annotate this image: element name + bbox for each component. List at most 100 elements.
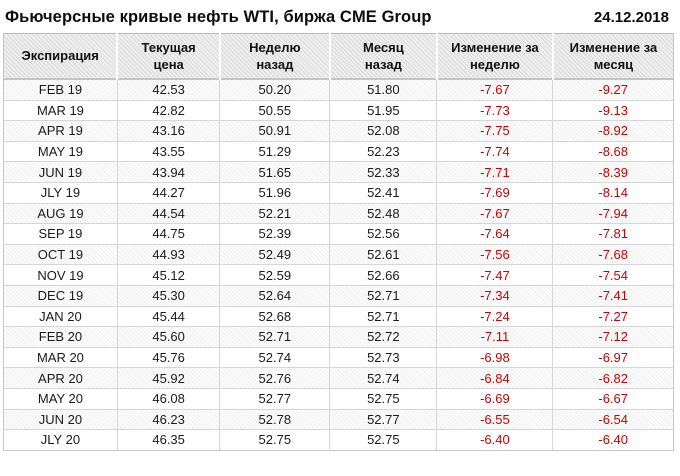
table-cell: 52.77 <box>219 387 331 410</box>
table-cell: -7.67 <box>436 202 554 225</box>
table-cell: 52.74 <box>219 346 331 369</box>
table-cell: 52.64 <box>219 284 331 307</box>
column-header: Изменение за неделю <box>435 33 554 80</box>
report-date: 24.12.2018 <box>593 9 669 26</box>
table-cell: 52.77 <box>329 408 438 431</box>
table-cell: 50.55 <box>219 99 331 122</box>
page-title: Фьючерсные кривые нефть WTI, биржа CME G… <box>5 8 432 26</box>
table-cell: -7.81 <box>552 223 674 245</box>
table-cell: MAY 20 <box>3 387 118 410</box>
table-row: AUG 19 44.54 52.21 52.48 -7.67 -7.94 <box>3 202 674 225</box>
table-row: MAY 20 46.08 52.77 52.75 -6.69 -6.67 <box>3 387 674 410</box>
table-cell: -8.92 <box>552 120 674 142</box>
table-cell: 52.48 <box>329 202 438 225</box>
table-cell: 51.96 <box>219 181 331 204</box>
table-cell: 52.76 <box>219 367 331 389</box>
column-header: Неделю назад <box>218 33 331 80</box>
table-cell: -7.69 <box>436 181 554 204</box>
table-cell: 52.71 <box>329 284 438 307</box>
table-cell: 45.76 <box>116 346 221 369</box>
table-cell: -7.12 <box>552 326 674 348</box>
table-cell: 50.20 <box>219 79 331 101</box>
table-cell: 52.68 <box>219 305 331 328</box>
table-row: NOV 19 45.12 52.59 52.66 -7.47 -7.54 <box>3 264 674 286</box>
table-cell: 52.33 <box>329 161 438 183</box>
table-cell: -6.67 <box>552 387 674 410</box>
table-cell: 52.73 <box>329 346 438 369</box>
table-cell: -6.55 <box>436 408 554 431</box>
table-cell: -6.40 <box>436 429 554 451</box>
table-cell: 44.75 <box>116 223 221 245</box>
table-cell: 52.23 <box>329 140 438 163</box>
table-cell: JLY 20 <box>3 429 118 451</box>
table-cell: SEP 19 <box>3 223 118 245</box>
column-header: Месяц назад <box>328 33 438 80</box>
table-cell: 46.23 <box>116 408 221 431</box>
table-cell: -6.54 <box>552 408 674 431</box>
table-row: JUN 20 46.23 52.78 52.77 -6.55 -6.54 <box>3 408 674 431</box>
table-cell: MAR 20 <box>3 346 118 369</box>
table-cell: 46.35 <box>116 429 221 451</box>
title-bar: Фьючерсные кривые нефть WTI, биржа CME G… <box>0 0 680 33</box>
table-cell: JUN 19 <box>3 161 118 183</box>
table-cell: 52.71 <box>329 305 438 328</box>
table-cell: -7.27 <box>552 305 674 328</box>
table-cell: APR 20 <box>3 367 118 389</box>
table-row: FEB 20 45.60 52.71 52.72 -7.11 -7.12 <box>3 326 674 348</box>
table-cell: 44.93 <box>116 243 221 266</box>
table-cell: AUG 19 <box>3 202 118 225</box>
table-cell: -7.74 <box>436 140 554 163</box>
table-cell: -6.40 <box>552 429 674 451</box>
table-cell: 45.30 <box>116 284 221 307</box>
table-cell: 43.94 <box>116 161 221 183</box>
table-row: JLY 19 44.27 51.96 52.41 -7.69 -8.14 <box>3 181 674 204</box>
table-cell: 51.65 <box>219 161 331 183</box>
table-cell: -7.94 <box>552 202 674 225</box>
table-row: MAY 19 43.55 51.29 52.23 -7.74 -8.68 <box>3 140 674 163</box>
table-row: FEB 19 42.53 50.20 51.80 -7.67 -9.27 <box>3 79 674 101</box>
table-row: OCT 19 44.93 52.49 52.61 -7.56 -7.68 <box>3 243 674 266</box>
table-cell: 52.75 <box>219 429 331 451</box>
table-cell: -7.73 <box>436 99 554 122</box>
table-row: MAR 19 42.82 50.55 51.95 -7.73 -9.13 <box>3 99 674 122</box>
table-cell: APR 19 <box>3 120 118 142</box>
table-cell: -6.84 <box>436 367 554 389</box>
table-cell: -7.67 <box>436 79 554 101</box>
table-cell: 52.75 <box>329 429 438 451</box>
table-cell: -7.75 <box>436 120 554 142</box>
table-cell: 52.72 <box>329 326 438 348</box>
table-cell: 52.74 <box>329 367 438 389</box>
table-cell: -7.24 <box>436 305 554 328</box>
header-row: Экспирация Текущая цена Неделю назад Месяц наз… <box>3 33 674 80</box>
table-cell: 45.44 <box>116 305 221 328</box>
table-cell: -8.39 <box>552 161 674 183</box>
table-cell: 45.92 <box>116 367 221 389</box>
table-cell: -7.47 <box>436 264 554 286</box>
table-cell: 52.21 <box>219 202 331 225</box>
table-cell: 51.29 <box>219 140 331 163</box>
table-cell: -6.82 <box>552 367 674 389</box>
table-cell: OCT 19 <box>3 243 118 266</box>
table-cell: 52.61 <box>329 243 438 266</box>
table-cell: 42.53 <box>116 79 221 101</box>
table-cell: -7.34 <box>436 284 554 307</box>
table-cell: 52.78 <box>219 408 331 431</box>
table-cell: 42.82 <box>116 99 221 122</box>
table-cell: -7.68 <box>552 243 674 266</box>
table-row: JUN 19 43.94 51.65 52.33 -7.71 -8.39 <box>3 161 674 183</box>
table-row: JLY 20 46.35 52.75 52.75 -6.40 -6.40 <box>3 429 674 451</box>
table-row: JAN 20 45.44 52.68 52.71 -7.24 -7.27 <box>3 305 674 328</box>
table-cell: MAY 19 <box>3 140 118 163</box>
table-cell: -7.41 <box>552 284 674 307</box>
table-cell: FEB 19 <box>3 79 118 101</box>
table-row: APR 19 43.16 50.91 52.08 -7.75 -8.92 <box>3 120 674 142</box>
table-cell: 43.16 <box>116 120 221 142</box>
table-cell: -7.71 <box>436 161 554 183</box>
table-cell: DEC 19 <box>3 284 118 307</box>
table-cell: 52.59 <box>219 264 331 286</box>
table-row: DEC 19 45.30 52.64 52.71 -7.34 -7.41 <box>3 284 674 307</box>
table-cell: -6.69 <box>436 387 554 410</box>
table-cell: JUN 20 <box>3 408 118 431</box>
table-cell: 51.95 <box>329 99 438 122</box>
table-row: MAR 20 45.76 52.74 52.73 -6.98 -6.97 <box>3 346 674 369</box>
